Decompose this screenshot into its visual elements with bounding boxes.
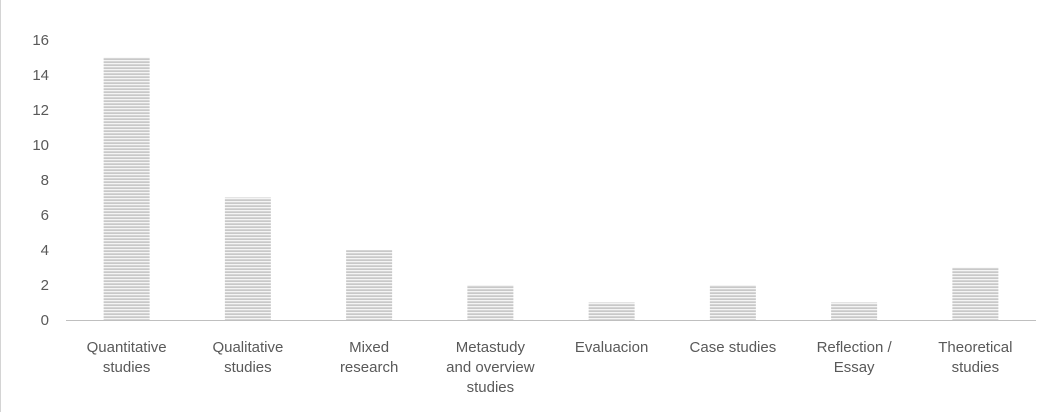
x-tick-label-4: Evaluacion xyxy=(575,339,648,356)
y-axis-ticks: 0 2 4 6 8 10 12 14 16 xyxy=(32,32,49,329)
y-tick-label-1: 2 xyxy=(41,277,49,294)
bar-1 xyxy=(224,197,271,320)
bar-5 xyxy=(709,285,756,320)
bar-0 xyxy=(103,57,150,320)
bars xyxy=(103,57,999,320)
bar-3 xyxy=(467,285,514,320)
y-tick-label-8: 16 xyxy=(32,32,49,49)
x-tick-label-7: Theoretical studies xyxy=(938,339,1012,376)
x-tick-label-1: Qualitative studies xyxy=(212,339,283,376)
y-tick-label-3: 6 xyxy=(41,207,49,224)
x-tick-label-2: Mixed research xyxy=(340,339,398,376)
y-tick-label-4: 8 xyxy=(41,172,49,189)
y-tick-label-5: 10 xyxy=(32,137,49,154)
y-tick-label-7: 14 xyxy=(32,67,49,84)
bar-6 xyxy=(831,302,878,320)
x-axis-labels: Quantitative studies Qualitative studies Mix… xyxy=(87,339,1013,396)
x-tick-label-5: Case studies xyxy=(690,339,777,356)
x-tick-label-3: Metastudy and overview studies xyxy=(446,339,535,396)
y-tick-label-2: 4 xyxy=(41,242,49,259)
x-tick-label-0: Quantitative studies xyxy=(87,339,167,376)
bar-4 xyxy=(588,302,635,320)
y-tick-label-6: 12 xyxy=(32,102,49,119)
x-tick-label-6: Reflection / Essay xyxy=(817,339,893,376)
y-tick-label-0: 0 xyxy=(41,312,49,329)
bar-2 xyxy=(346,250,393,320)
bar-7 xyxy=(952,267,999,320)
